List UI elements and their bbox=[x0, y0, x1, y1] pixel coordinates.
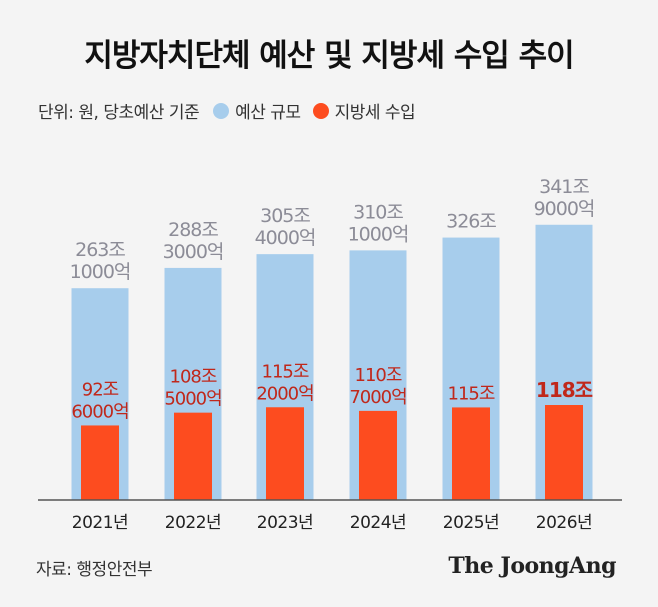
budget-data-label: 288조 bbox=[168, 219, 218, 241]
budget-data-label: 310조 bbox=[353, 201, 403, 223]
tax-bar bbox=[81, 425, 119, 500]
tax-data-label: 92조 bbox=[82, 379, 119, 400]
tax-data-label: 6000억 bbox=[71, 401, 128, 422]
x-tick-label: 2022년 bbox=[165, 513, 221, 533]
budget-data-label: 326조 bbox=[446, 211, 496, 233]
x-tick-label: 2021년 bbox=[72, 513, 128, 533]
tax-data-label: 118조 bbox=[536, 378, 593, 402]
budget-data-label: 263조 bbox=[75, 239, 125, 261]
tax-bar bbox=[359, 410, 397, 500]
budget-data-label: 1000억 bbox=[70, 261, 131, 283]
legend: 단위: 원, 당초예산 기준 예산 규모 지방세 수입 bbox=[38, 98, 427, 123]
x-tick-label: 2026년 bbox=[536, 513, 592, 533]
tax-bar bbox=[545, 405, 583, 500]
source-note: 자료: 행정안전부 bbox=[36, 560, 153, 580]
tax-data-label: 108조 bbox=[170, 367, 217, 388]
tax-data-label: 110조 bbox=[355, 365, 402, 386]
legend-label-budget: 예산 규모 bbox=[235, 103, 301, 123]
tax-data-label: 7000억 bbox=[349, 387, 406, 408]
legend-swatch-budget bbox=[213, 102, 230, 119]
budget-data-label: 1000억 bbox=[348, 223, 409, 245]
brand-logo: The JoongAng bbox=[448, 553, 616, 579]
tax-bar bbox=[452, 407, 490, 500]
tax-data-label: 115조 bbox=[262, 361, 309, 382]
tax-bar bbox=[266, 407, 304, 500]
budget-data-label: 3000억 bbox=[163, 241, 224, 263]
budget-data-label: 4000억 bbox=[255, 227, 316, 249]
chart-title: 지방자치단체 예산 및 지방세 수입 추이 bbox=[84, 38, 574, 74]
tax-data-label: 2000억 bbox=[256, 383, 313, 404]
legend-label-tax: 지방세 수입 bbox=[334, 103, 416, 123]
budget-data-label: 9000억 bbox=[534, 198, 595, 220]
x-tick-label: 2024년 bbox=[350, 513, 406, 533]
tax-bar bbox=[174, 412, 212, 500]
budget-data-label: 305조 bbox=[260, 205, 310, 227]
legend-swatch-tax bbox=[312, 102, 329, 119]
legend-item-budget: 예산 규모 bbox=[213, 98, 301, 123]
legend-item-tax: 지방세 수입 bbox=[312, 98, 416, 123]
unit-note: 단위: 원, 당초예산 기준 bbox=[38, 103, 200, 123]
tax-data-label: 115조 bbox=[448, 383, 495, 404]
x-tick-label: 2025년 bbox=[443, 513, 499, 533]
x-tick-label: 2023년 bbox=[257, 513, 313, 533]
budget-data-label: 341조 bbox=[539, 176, 589, 198]
tax-data-label: 5000억 bbox=[164, 389, 221, 410]
